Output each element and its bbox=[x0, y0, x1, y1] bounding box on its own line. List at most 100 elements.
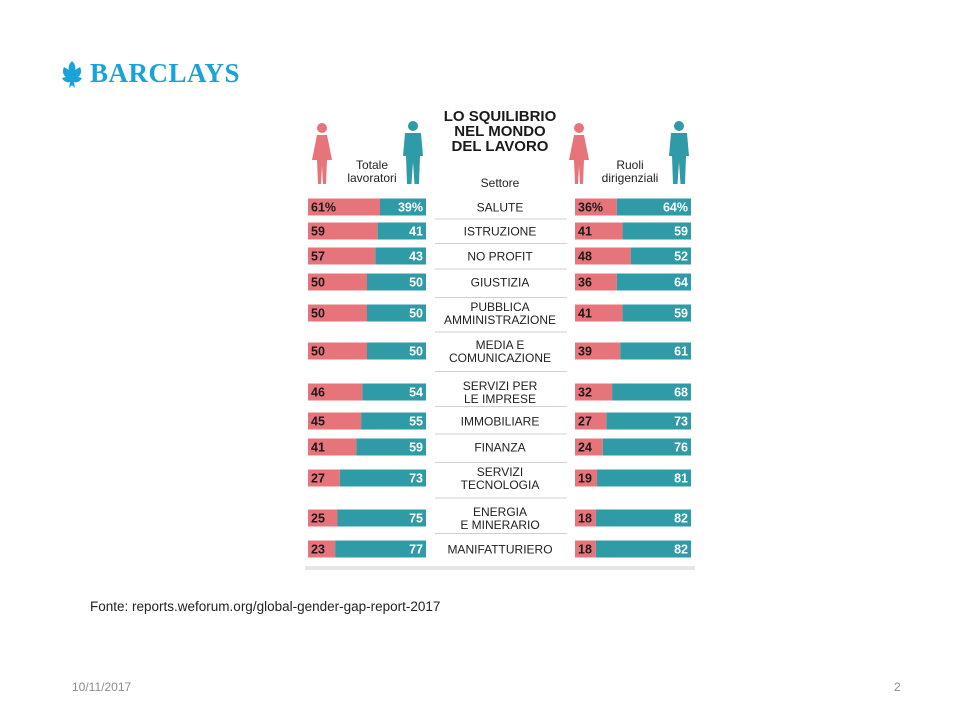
category-label: ENERGIA bbox=[473, 505, 527, 519]
bar-left-female bbox=[308, 469, 340, 487]
slide-date: 10/11/2017 bbox=[72, 680, 132, 694]
barclays-logo: BARCLAYS bbox=[56, 56, 256, 92]
bar-right-female bbox=[575, 247, 631, 265]
chart-canvas: 61% 39% 36% 64% SALUTE 59 41 41 59 ISTRUZIONE 57 43… bbox=[305, 198, 695, 570]
bar-left-female bbox=[308, 273, 367, 291]
slide-number: 2 bbox=[894, 680, 901, 694]
chart-title: LO SQUILIBRIO NEL MONDO DEL LAVORO bbox=[430, 109, 570, 154]
chart-title-line: LO SQUILIBRIO bbox=[443, 108, 557, 125]
bar-left-female bbox=[308, 509, 338, 527]
bar-right-female bbox=[575, 412, 607, 430]
category-label: MEDIA E bbox=[476, 338, 525, 352]
category-label: SALUTE bbox=[477, 201, 524, 215]
data-label-right-female: 48 bbox=[578, 250, 592, 264]
bar-left-female bbox=[308, 222, 378, 240]
data-label-left-male: 59 bbox=[409, 441, 423, 455]
data-label-left-male: 50 bbox=[409, 307, 423, 321]
bar-right-female bbox=[575, 540, 596, 558]
data-label-right-male: 82 bbox=[674, 512, 688, 526]
bar-right-female bbox=[575, 273, 617, 291]
bar-left-male bbox=[379, 198, 426, 216]
bar-right-male bbox=[597, 469, 691, 487]
bar-right-male bbox=[622, 222, 691, 240]
category-label: FINANZA bbox=[474, 441, 525, 455]
bar-right-male bbox=[630, 247, 691, 265]
bar-left-male bbox=[375, 247, 426, 265]
bar-left-male bbox=[337, 509, 426, 527]
data-label-right-female: 36% bbox=[578, 201, 603, 215]
category-label: PUBBLICA bbox=[470, 300, 529, 314]
category-label: TECNOLOGIA bbox=[461, 478, 540, 492]
bar-left-male bbox=[377, 222, 426, 240]
data-label-right-female: 39 bbox=[578, 345, 592, 359]
bar-left-female bbox=[308, 438, 357, 456]
category-label: MANIFATTURIERO bbox=[447, 543, 552, 557]
infographic: 61% 39% 36% 64% SALUTE 59 41 41 59 ISTRUZIONE 57 43… bbox=[305, 100, 695, 575]
data-label-left-female: 61% bbox=[311, 201, 336, 215]
data-label-left-male: 73 bbox=[409, 472, 423, 486]
data-label-right-female: 19 bbox=[578, 472, 592, 486]
bar-right-female bbox=[575, 509, 596, 527]
category-label: NO PROFIT bbox=[467, 250, 533, 264]
category-label: AMMINISTRAZIONE bbox=[444, 313, 556, 327]
bar-right-male bbox=[595, 540, 691, 558]
data-label-right-male: 59 bbox=[674, 225, 688, 239]
bar-left-female bbox=[308, 342, 367, 360]
data-label-right-male: 59 bbox=[674, 307, 688, 321]
bar-left-male bbox=[362, 383, 426, 401]
data-label-right-female: 32 bbox=[578, 386, 592, 400]
bar-right-male bbox=[602, 438, 691, 456]
bar-right-female bbox=[575, 342, 621, 360]
data-label-left-male: 39% bbox=[398, 201, 423, 215]
data-label-right-male: 64% bbox=[663, 201, 688, 215]
man-icon bbox=[403, 121, 423, 184]
data-label-left-male: 54 bbox=[409, 386, 423, 400]
left-group-label-line: Totale bbox=[355, 158, 389, 172]
table-bottom-shadow bbox=[305, 566, 695, 570]
bar-right-male bbox=[612, 383, 691, 401]
bar-right-male bbox=[620, 342, 691, 360]
chart-title-line: NEL MONDO bbox=[454, 123, 546, 140]
data-label-left-male: 50 bbox=[409, 345, 423, 359]
bar-left-female bbox=[308, 412, 362, 430]
data-label-right-female: 41 bbox=[578, 225, 592, 239]
bar-right-female bbox=[575, 304, 623, 322]
woman-icon bbox=[569, 123, 589, 184]
right-group-label: Ruoli dirigenziali bbox=[595, 159, 665, 185]
data-label-right-male: 76 bbox=[674, 441, 688, 455]
bar-right-male bbox=[616, 198, 691, 216]
bar-right-female bbox=[575, 469, 598, 487]
data-label-left-male: 77 bbox=[409, 543, 423, 557]
category-label: E MINERARIO bbox=[460, 518, 539, 532]
bar-left-female bbox=[308, 247, 376, 265]
bar-left-female bbox=[308, 198, 380, 216]
bar-left-male bbox=[361, 412, 426, 430]
bar-left-female bbox=[308, 304, 367, 322]
data-label-left-female: 41 bbox=[311, 441, 325, 455]
data-label-left-male: 41 bbox=[409, 225, 423, 239]
bar-left-male bbox=[356, 438, 426, 456]
data-label-right-female: 36 bbox=[578, 276, 592, 290]
data-label-right-male: 81 bbox=[674, 472, 688, 486]
source-note: Fonte: reports.weforum.org/global-gender… bbox=[90, 599, 441, 614]
data-label-right-male: 73 bbox=[674, 415, 688, 429]
man-icon bbox=[669, 121, 689, 184]
bar-left-male bbox=[367, 342, 426, 360]
bar-left-female bbox=[308, 540, 336, 558]
data-label-left-female: 46 bbox=[311, 386, 325, 400]
data-label-right-male: 61 bbox=[674, 345, 688, 359]
data-label-left-female: 23 bbox=[311, 543, 325, 557]
data-label-left-female: 57 bbox=[311, 250, 325, 264]
category-label: LE IMPRESE bbox=[464, 392, 536, 406]
bar-right-male bbox=[595, 509, 691, 527]
bar-right-male bbox=[606, 412, 691, 430]
bar-left-male bbox=[339, 469, 426, 487]
data-label-right-male: 64 bbox=[674, 276, 688, 290]
data-label-left-male: 75 bbox=[409, 512, 423, 526]
category-label: COMUNICAZIONE bbox=[449, 351, 551, 365]
right-group-label-line: dirigenziali bbox=[601, 171, 659, 185]
data-label-left-male: 50 bbox=[409, 276, 423, 290]
bar-right-male bbox=[622, 304, 691, 322]
data-label-right-male: 68 bbox=[674, 386, 688, 400]
woman-icon bbox=[312, 123, 332, 184]
